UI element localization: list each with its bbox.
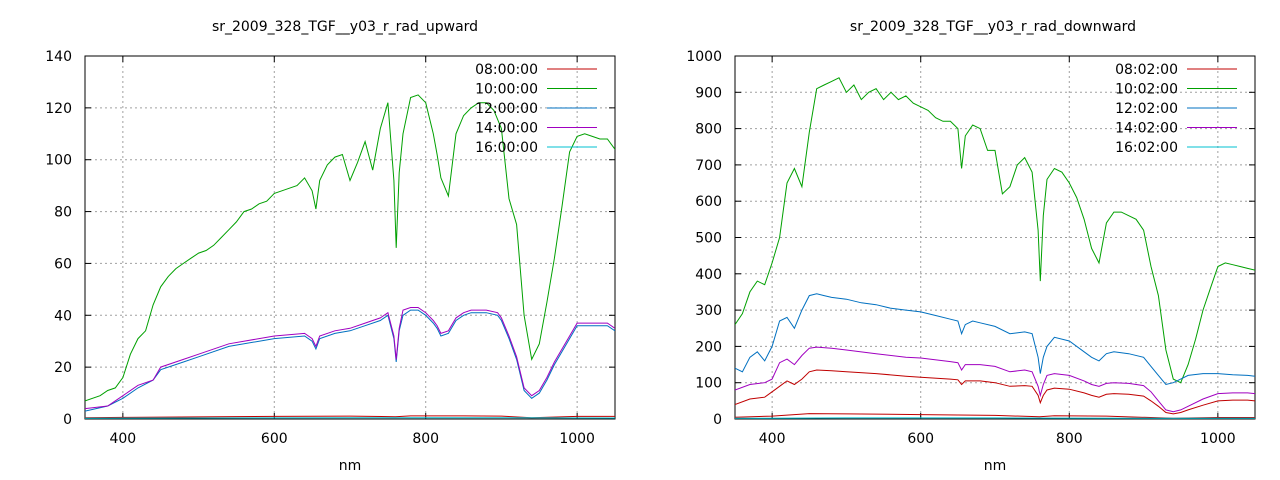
y-tick-label: 0 <box>63 412 72 428</box>
y-tick-label: 500 <box>695 231 722 247</box>
legend-label: 10:00:00 <box>475 82 538 98</box>
y-tick-label: 0 <box>713 412 722 428</box>
series-line-unnamed-5 <box>735 369 1255 415</box>
y-tick-label: 900 <box>695 85 722 101</box>
y-tick-label: 100 <box>45 153 72 169</box>
x-tick-label: 800 <box>1056 431 1083 447</box>
series-line-10-00-00 <box>85 94 615 402</box>
y-tick-label: 300 <box>695 303 722 319</box>
plot-frame <box>734 55 1256 420</box>
y-tick-label: 600 <box>695 194 722 210</box>
series-line-14-02-00 <box>735 346 1255 413</box>
x-axis-label: nm <box>984 458 1007 474</box>
legend-label: 12:02:00 <box>1115 101 1178 117</box>
chart-title: sr_2009_328_TGF__y03_r_rad_downward <box>850 19 1136 35</box>
y-tick-label: 140 <box>45 49 72 65</box>
y-tick-label: 400 <box>695 267 722 283</box>
chart-title: sr_2009_328_TGF__y03_r_rad_upward <box>212 19 478 35</box>
x-axis-label: nm <box>339 458 362 474</box>
legend-label: 16:00:00 <box>475 140 538 156</box>
x-tick-label: 600 <box>261 431 288 447</box>
x-tick-label: 400 <box>759 431 786 447</box>
series-line-10-02-00 <box>735 77 1255 384</box>
legend-label: 16:02:00 <box>1115 140 1178 156</box>
y-tick-label: 60 <box>54 256 72 272</box>
legend-label: 08:00:00 <box>475 62 538 78</box>
y-tick-label: 1000 <box>686 49 722 65</box>
x-tick-label: 400 <box>109 431 136 447</box>
y-tick-label: 40 <box>54 308 72 324</box>
legend-label: 14:02:00 <box>1115 121 1178 137</box>
legend-label: 08:02:00 <box>1115 62 1178 78</box>
y-tick-label: 80 <box>54 205 72 221</box>
y-tick-label: 800 <box>695 122 722 138</box>
chart-2: sr_2009_328_TGF__y03_r_rad_downward 400 60… <box>686 19 1256 474</box>
x-tick-label: 600 <box>907 431 934 447</box>
series-line-12-00-00 <box>85 309 615 412</box>
plot-frame <box>84 55 616 420</box>
series-line-14-00-00 <box>85 307 615 410</box>
legend-label: 10:02:00 <box>1115 82 1178 98</box>
series-line-16-00-00 <box>85 417 615 419</box>
y-tick-label: 200 <box>695 339 722 355</box>
y-tick-label: 20 <box>54 360 72 376</box>
legend-label: 12:00:00 <box>475 101 538 117</box>
legend-label: 14:00:00 <box>475 121 538 137</box>
x-tick-label: 1000 <box>559 431 595 447</box>
series-line-12-02-00 <box>735 293 1255 386</box>
y-tick-label: 100 <box>695 376 722 392</box>
y-tick-label: 120 <box>45 101 72 117</box>
x-tick-label: 800 <box>412 431 439 447</box>
y-tick-label: 700 <box>695 158 722 174</box>
x-tick-label: 1000 <box>1200 431 1236 447</box>
